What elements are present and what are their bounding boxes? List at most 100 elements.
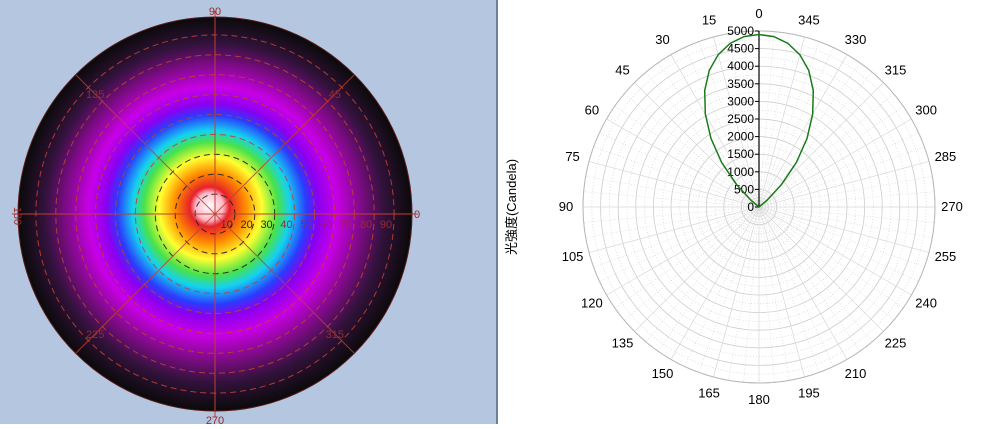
angle-label-0: 0: [755, 6, 762, 21]
isocandela-panel: 10 20 30 40 50 60 70 80 90 90 45 0 315 270 225 180 135: [0, 0, 496, 427]
spoke: [758, 41, 820, 208]
spoke: [634, 206, 760, 332]
isocandela-chart: 10 20 30 40 50 60 70 80 90 90 45 0 315 270 225 180 135: [11, 6, 420, 427]
angle-label-225: 225: [885, 335, 907, 350]
angle-label-90: 90: [559, 199, 573, 214]
spoke: [758, 206, 873, 343]
spoke: [758, 206, 884, 332]
spoke: [758, 146, 925, 208]
spoke: [758, 206, 848, 360]
y-axis-label: 光強度(Candela): [504, 159, 519, 255]
spoke: [758, 118, 912, 208]
spoke: [645, 71, 760, 208]
spoke-225: [75, 213, 216, 354]
spoke: [758, 206, 820, 373]
radial-label-60: 60: [320, 219, 332, 231]
spoke: [758, 105, 904, 208]
radial-tick-label-3500: 3500: [727, 77, 754, 91]
angle-label-75: 75: [565, 149, 579, 164]
radial-label-30: 30: [260, 219, 272, 231]
angle-label-315: 315: [885, 63, 907, 78]
spoke: [585, 206, 760, 238]
spoke: [758, 206, 912, 296]
polar-intensity-chart: 0500100015002000250030003500400045005000…: [504, 6, 963, 407]
spoke: [758, 93, 895, 208]
angle-label-135: 135: [86, 89, 104, 101]
angle-label-180: 180: [11, 207, 23, 225]
radial-tick-label-1000: 1000: [727, 165, 754, 179]
spoke-315: [214, 213, 355, 354]
angle-label-120: 120: [581, 296, 603, 311]
spoke: [585, 176, 760, 208]
radial-label-10: 10: [221, 219, 233, 231]
panel-divider: [496, 0, 498, 424]
radial-label-70: 70: [340, 219, 352, 231]
radial-label-40: 40: [280, 219, 292, 231]
angle-label-15: 15: [702, 13, 716, 28]
spoke: [758, 206, 895, 321]
radial-label-90: 90: [380, 219, 392, 231]
spoke: [670, 54, 760, 208]
spoke: [758, 206, 919, 282]
spoke: [758, 206, 775, 383]
radial-label-20: 20: [241, 219, 253, 231]
angle-label-150: 150: [652, 366, 674, 381]
outer-ring: [17, 16, 413, 412]
radial-tick-label-500: 500: [734, 182, 754, 196]
spoke: [698, 206, 760, 373]
spoke: [758, 161, 930, 208]
spoke: [728, 206, 760, 381]
angle-label-210: 210: [845, 366, 867, 381]
spoke: [758, 206, 930, 253]
angle-label-135: 135: [612, 335, 634, 350]
angle-label-300: 300: [915, 103, 937, 118]
spoke: [758, 206, 904, 309]
spoke: [758, 47, 834, 208]
angle-label-225: 225: [86, 329, 104, 341]
spoke: [758, 206, 790, 381]
angle-label-30: 30: [655, 32, 669, 47]
spoke: [657, 62, 760, 208]
spoke: [743, 206, 760, 383]
angle-label-105: 105: [562, 249, 584, 264]
radial-tick-label-0: 0: [747, 200, 754, 214]
radial-tick-label-2000: 2000: [727, 130, 754, 144]
spoke: [743, 31, 760, 208]
angle-label-45: 45: [615, 63, 629, 78]
radial-tick-label-3000: 3000: [727, 94, 754, 108]
spoke: [593, 146, 760, 208]
spoke: [645, 206, 760, 343]
angle-label-90: 90: [209, 6, 221, 18]
intensity-series-line: [703, 33, 815, 208]
spoke: [758, 33, 790, 208]
spoke: [657, 206, 760, 352]
radial-label-80: 80: [360, 219, 372, 231]
spoke: [606, 118, 760, 208]
spoke: [758, 206, 834, 367]
angle-label-315: 315: [326, 329, 344, 341]
spoke: [758, 206, 925, 268]
angle-label-330: 330: [845, 32, 867, 47]
angle-label-255: 255: [935, 249, 957, 264]
spoke: [758, 36, 805, 208]
angle-label-270: 270: [941, 199, 963, 214]
spoke: [758, 31, 775, 208]
spoke: [670, 206, 760, 360]
angle-label-270: 270: [206, 415, 224, 424]
spoke: [758, 206, 805, 378]
spoke: [758, 132, 919, 208]
radial-label-50: 50: [300, 219, 312, 231]
radial-tick-label-4000: 4000: [727, 59, 754, 73]
spoke: [593, 206, 760, 268]
spoke: [728, 33, 760, 208]
spoke: [758, 71, 873, 208]
spoke: [758, 176, 933, 208]
spoke: [599, 132, 760, 208]
spoke: [614, 105, 760, 208]
spoke: [758, 206, 861, 352]
spoke: [698, 41, 760, 208]
angle-label-180: 180: [748, 392, 770, 407]
radial-tick-label-4500: 4500: [727, 42, 754, 56]
angle-label-45: 45: [329, 89, 341, 101]
